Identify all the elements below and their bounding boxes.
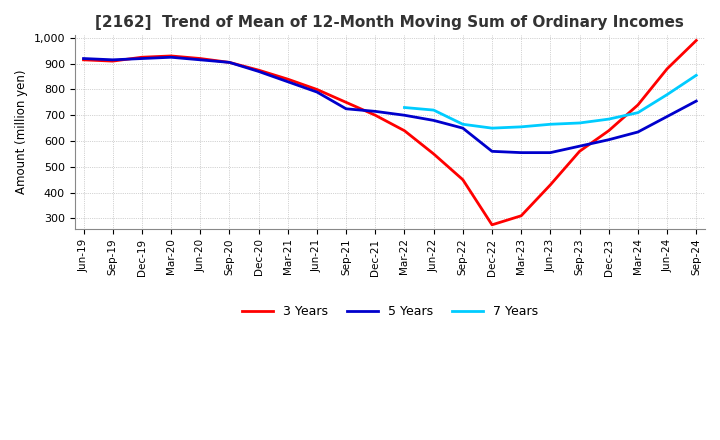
Legend: 3 Years, 5 Years, 7 Years: 3 Years, 5 Years, 7 Years xyxy=(237,300,543,323)
3 Years xyxy=(284,77,292,82)
5 Years xyxy=(138,56,146,61)
3 Years xyxy=(312,87,321,92)
5 Years xyxy=(604,137,613,143)
5 Years xyxy=(225,60,234,65)
7 Years xyxy=(575,121,584,126)
5 Years xyxy=(284,79,292,84)
5 Years xyxy=(109,57,117,62)
3 Years xyxy=(575,149,584,154)
5 Years xyxy=(517,150,526,155)
3 Years xyxy=(429,151,438,157)
5 Years xyxy=(575,143,584,149)
3 Years xyxy=(692,38,701,43)
7 Years xyxy=(662,92,671,97)
5 Years xyxy=(459,125,467,131)
3 Years xyxy=(546,182,554,187)
Y-axis label: Amount (million yen): Amount (million yen) xyxy=(15,70,28,194)
Line: 5 Years: 5 Years xyxy=(84,57,696,153)
5 Years xyxy=(167,55,176,60)
3 Years xyxy=(225,60,234,65)
3 Years xyxy=(371,113,379,118)
3 Years xyxy=(662,66,671,71)
Title: [2162]  Trend of Mean of 12-Month Moving Sum of Ordinary Incomes: [2162] Trend of Mean of 12-Month Moving … xyxy=(96,15,684,30)
3 Years xyxy=(487,222,496,227)
5 Years xyxy=(662,114,671,119)
5 Years xyxy=(400,113,409,118)
5 Years xyxy=(634,129,642,135)
5 Years xyxy=(371,109,379,114)
5 Years xyxy=(546,150,554,155)
3 Years xyxy=(342,100,351,105)
7 Years xyxy=(429,107,438,113)
5 Years xyxy=(487,149,496,154)
3 Years xyxy=(517,213,526,218)
7 Years xyxy=(634,110,642,115)
Line: 3 Years: 3 Years xyxy=(84,40,696,225)
3 Years xyxy=(400,128,409,133)
5 Years xyxy=(196,57,204,62)
5 Years xyxy=(429,118,438,123)
7 Years xyxy=(400,105,409,110)
5 Years xyxy=(342,106,351,111)
3 Years xyxy=(138,55,146,60)
5 Years xyxy=(79,56,88,61)
5 Years xyxy=(312,89,321,95)
5 Years xyxy=(692,99,701,104)
3 Years xyxy=(604,128,613,133)
3 Years xyxy=(109,59,117,64)
3 Years xyxy=(167,53,176,59)
3 Years xyxy=(79,57,88,62)
5 Years xyxy=(254,69,263,74)
7 Years xyxy=(546,121,554,127)
3 Years xyxy=(196,56,204,61)
7 Years xyxy=(487,125,496,131)
7 Years xyxy=(459,121,467,127)
Line: 7 Years: 7 Years xyxy=(405,75,696,128)
3 Years xyxy=(254,67,263,73)
7 Years xyxy=(517,124,526,129)
3 Years xyxy=(634,102,642,107)
7 Years xyxy=(604,117,613,122)
7 Years xyxy=(692,73,701,78)
3 Years xyxy=(459,177,467,182)
